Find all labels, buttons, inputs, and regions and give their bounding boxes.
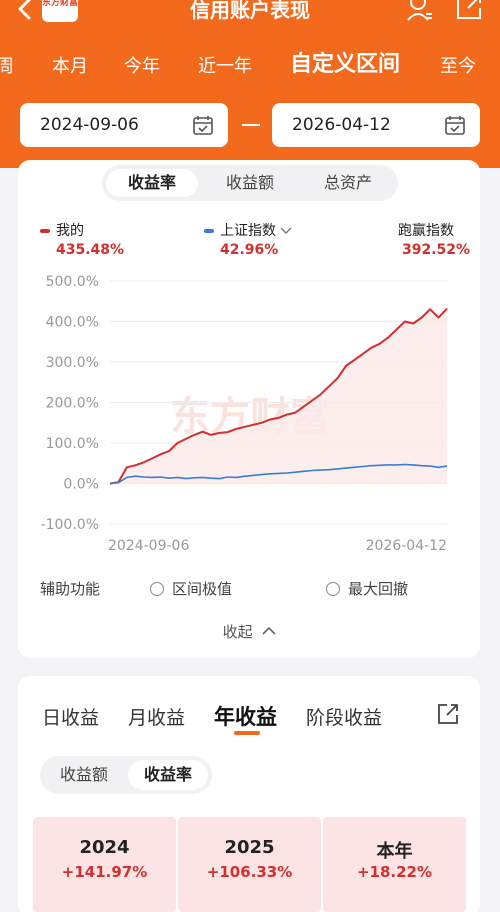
metric-tab-return-amount[interactable]: 收益额 <box>225 173 274 192</box>
legend-mine-swatch <box>40 229 50 233</box>
y-tick-label: 200.0% <box>46 396 99 412</box>
seg-return-rate[interactable]: 收益率 <box>128 760 208 790</box>
metric-segmented-control: 收益率 收益额 总资产 <box>102 165 398 201</box>
chevron-down-icon <box>280 227 292 234</box>
aux-label: 辅助功能 <box>40 580 101 598</box>
year-label: 本年 <box>376 841 413 862</box>
back-icon[interactable] <box>14 0 36 24</box>
user-icon[interactable] <box>406 0 434 22</box>
metric-tab-return-rate[interactable]: 收益率 <box>106 169 198 197</box>
legend-beat-value: 392.52% <box>402 242 471 258</box>
start-date-value: 2024-09-06 <box>40 115 139 135</box>
page-title: 信用账户表现 <box>190 0 310 22</box>
option-max-drawdown-label: 最大回撤 <box>348 580 409 598</box>
y-tick-label: -100.0% <box>41 517 99 533</box>
year-return: +106.33% <box>206 863 293 881</box>
export-icon[interactable] <box>436 702 460 726</box>
radio-icon <box>326 582 340 596</box>
x-start-label: 2024-09-06 <box>108 538 189 554</box>
legend-mine: 我的 <box>40 220 84 240</box>
tab-monthly-earnings[interactable]: 月收益 <box>128 707 186 729</box>
end-date-value: 2026-04-12 <box>292 115 391 135</box>
year-card-2025[interactable]: 2025 +106.33% <box>178 817 321 912</box>
calendar-icon <box>445 116 465 135</box>
legend-mine-value: 435.48% <box>56 242 125 258</box>
year-label: 2024 <box>79 837 130 858</box>
y-tick-label: 0.0% <box>63 477 99 493</box>
legend-index-label: 上证指数 <box>220 223 276 239</box>
year-label: 2025 <box>224 837 275 858</box>
tab-to-date[interactable]: 至今 <box>440 56 476 77</box>
collapse-button[interactable]: 收起 <box>0 621 500 642</box>
legend-beat-label: 跑赢指数 <box>398 223 454 239</box>
y-tick-label: 400.0% <box>46 315 99 331</box>
year-card-this-year[interactable]: 本年 +18.22% <box>323 817 466 912</box>
tab-this-month[interactable]: 本月 <box>52 56 88 77</box>
date-range-separator <box>242 124 260 126</box>
x-end-label: 2026-04-12 <box>366 538 447 554</box>
series-line-index <box>109 463 448 485</box>
option-range-extreme-label: 区间极值 <box>172 580 233 598</box>
series-area-mine <box>110 308 447 484</box>
calendar-icon <box>193 116 213 135</box>
end-date-field[interactable]: 2026-04-12 <box>272 103 480 147</box>
tab-period-earnings[interactable]: 阶段收益 <box>306 707 383 729</box>
year-card-2024[interactable]: 2024 +141.97% <box>33 817 176 912</box>
legend-index-value: 42.96% <box>220 242 279 258</box>
tab-this-year[interactable]: 今年 <box>124 56 160 77</box>
top-bar: 东方财富 信用账户表现 <box>0 0 500 26</box>
period-tabs: 周 本月 今年 近一年 自定义区间 至今 <box>0 44 500 84</box>
legend-index-swatch <box>204 229 214 233</box>
legend-mine-label: 我的 <box>56 223 84 239</box>
series-line-mine <box>109 307 448 485</box>
active-tab-indicator <box>234 731 260 735</box>
y-tick-label: 300.0% <box>46 355 99 371</box>
start-date-field[interactable]: 2024-09-06 <box>20 103 228 147</box>
year-return: +141.97% <box>61 863 148 881</box>
collapse-label: 收起 <box>222 623 253 641</box>
seg-return-amount[interactable]: 收益额 <box>59 765 108 784</box>
y-tick-label: 100.0% <box>46 436 99 452</box>
tab-week[interactable]: 周 <box>0 56 14 77</box>
app-logo: 东方财富 <box>42 0 78 22</box>
return-chart: 东方财富500.0%400.0%300.0%200.0%100.0%0.0%-1… <box>41 274 448 554</box>
year-return: +18.22% <box>356 863 433 881</box>
header: 东方财富 信用账户表现 周 本月 今年 近一年 自定义区间 至今 2024-09… <box>0 0 500 168</box>
legend-index[interactable]: 上证指数 <box>204 220 292 240</box>
metric-tab-total-assets[interactable]: 总资产 <box>323 173 372 192</box>
chevron-up-icon <box>262 626 276 635</box>
option-max-drawdown[interactable]: 最大回撤 <box>326 578 408 599</box>
earnings-segmented-control: 收益额 收益率 <box>40 756 212 794</box>
option-range-extreme[interactable]: 区间极值 <box>150 578 232 599</box>
tab-daily-earnings[interactable]: 日收益 <box>42 707 100 729</box>
radio-icon <box>150 582 164 596</box>
tab-custom-range[interactable]: 自定义区间 <box>290 52 401 77</box>
share-icon[interactable] <box>454 0 484 22</box>
tab-last-year[interactable]: 近一年 <box>198 56 252 77</box>
tab-yearly-earnings[interactable]: 年收益 <box>214 705 277 729</box>
y-tick-label: 500.0% <box>46 274 99 290</box>
